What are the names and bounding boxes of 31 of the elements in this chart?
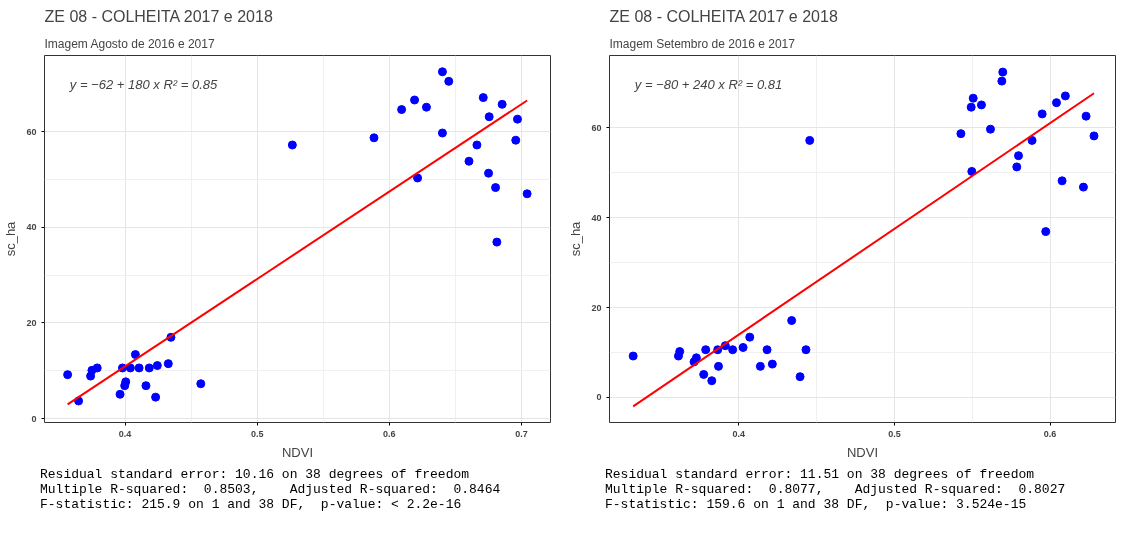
x-tick-label: 0.6 <box>383 428 396 439</box>
text: F-statistic: 159.6 on 1 and 38 DF, p-value: 3.524e-15 <box>605 497 1027 512</box>
chart-title: ZE 08 - COLHEITA 2017 e 2018 <box>44 7 273 25</box>
chart-title: ZE 08 - COLHEITA 2017 e 2018 <box>609 7 838 25</box>
y-tick-label: 60 <box>591 122 602 133</box>
text: Multiple R-squared: 0.8077, Adjusted R-squared: 0.8027 <box>605 482 1066 497</box>
x-tick-label: 0.4 <box>732 428 745 439</box>
y-axis-title: sc_ha <box>568 220 584 257</box>
y-tick-label: 0 <box>31 413 37 424</box>
x-tick-label: 0.6 <box>1043 428 1057 439</box>
x-axis-title: NDVI <box>281 444 314 460</box>
x-tick-label: 0.4 <box>118 428 132 439</box>
y-tick-label: 40 <box>591 212 602 223</box>
y-tick-label: 40 <box>26 222 37 233</box>
y-tick-label: 20 <box>26 317 37 328</box>
y-axis-title: sc_ha <box>3 220 19 257</box>
x-tick-label: 0.5 <box>888 428 901 439</box>
y-tick-label: 0 <box>596 392 602 403</box>
annotation: y = −62 + 180 x R² = 0.85 <box>68 77 218 93</box>
chart-subtitle: Imagem Agosto de 2016 e 2017 <box>44 36 215 51</box>
x-tick-label: 0.5 <box>250 428 264 439</box>
text: Residual standard error: 11.51 on 38 degrees of freedom <box>605 467 1035 482</box>
chart-subtitle: Imagem Setembro de 2016 e 2017 <box>609 36 796 51</box>
text: Residual standard error: 10.16 on 38 degrees of freedom <box>40 467 470 482</box>
annotation: y = −80 + 240 x R² = 0.81 <box>633 77 783 93</box>
y-tick-label: 60 <box>26 126 37 137</box>
x-tick-label: 0.7 <box>515 428 528 439</box>
text: Multiple R-squared: 0.8503, Adjusted R-squared: 0.8464 <box>40 482 501 497</box>
x-axis-title: NDVI <box>846 444 879 460</box>
y-tick-label: 20 <box>591 302 602 313</box>
text: F-statistic: 215.9 on 1 and 38 DF, p-value: < 2.2e-16 <box>40 497 462 512</box>
